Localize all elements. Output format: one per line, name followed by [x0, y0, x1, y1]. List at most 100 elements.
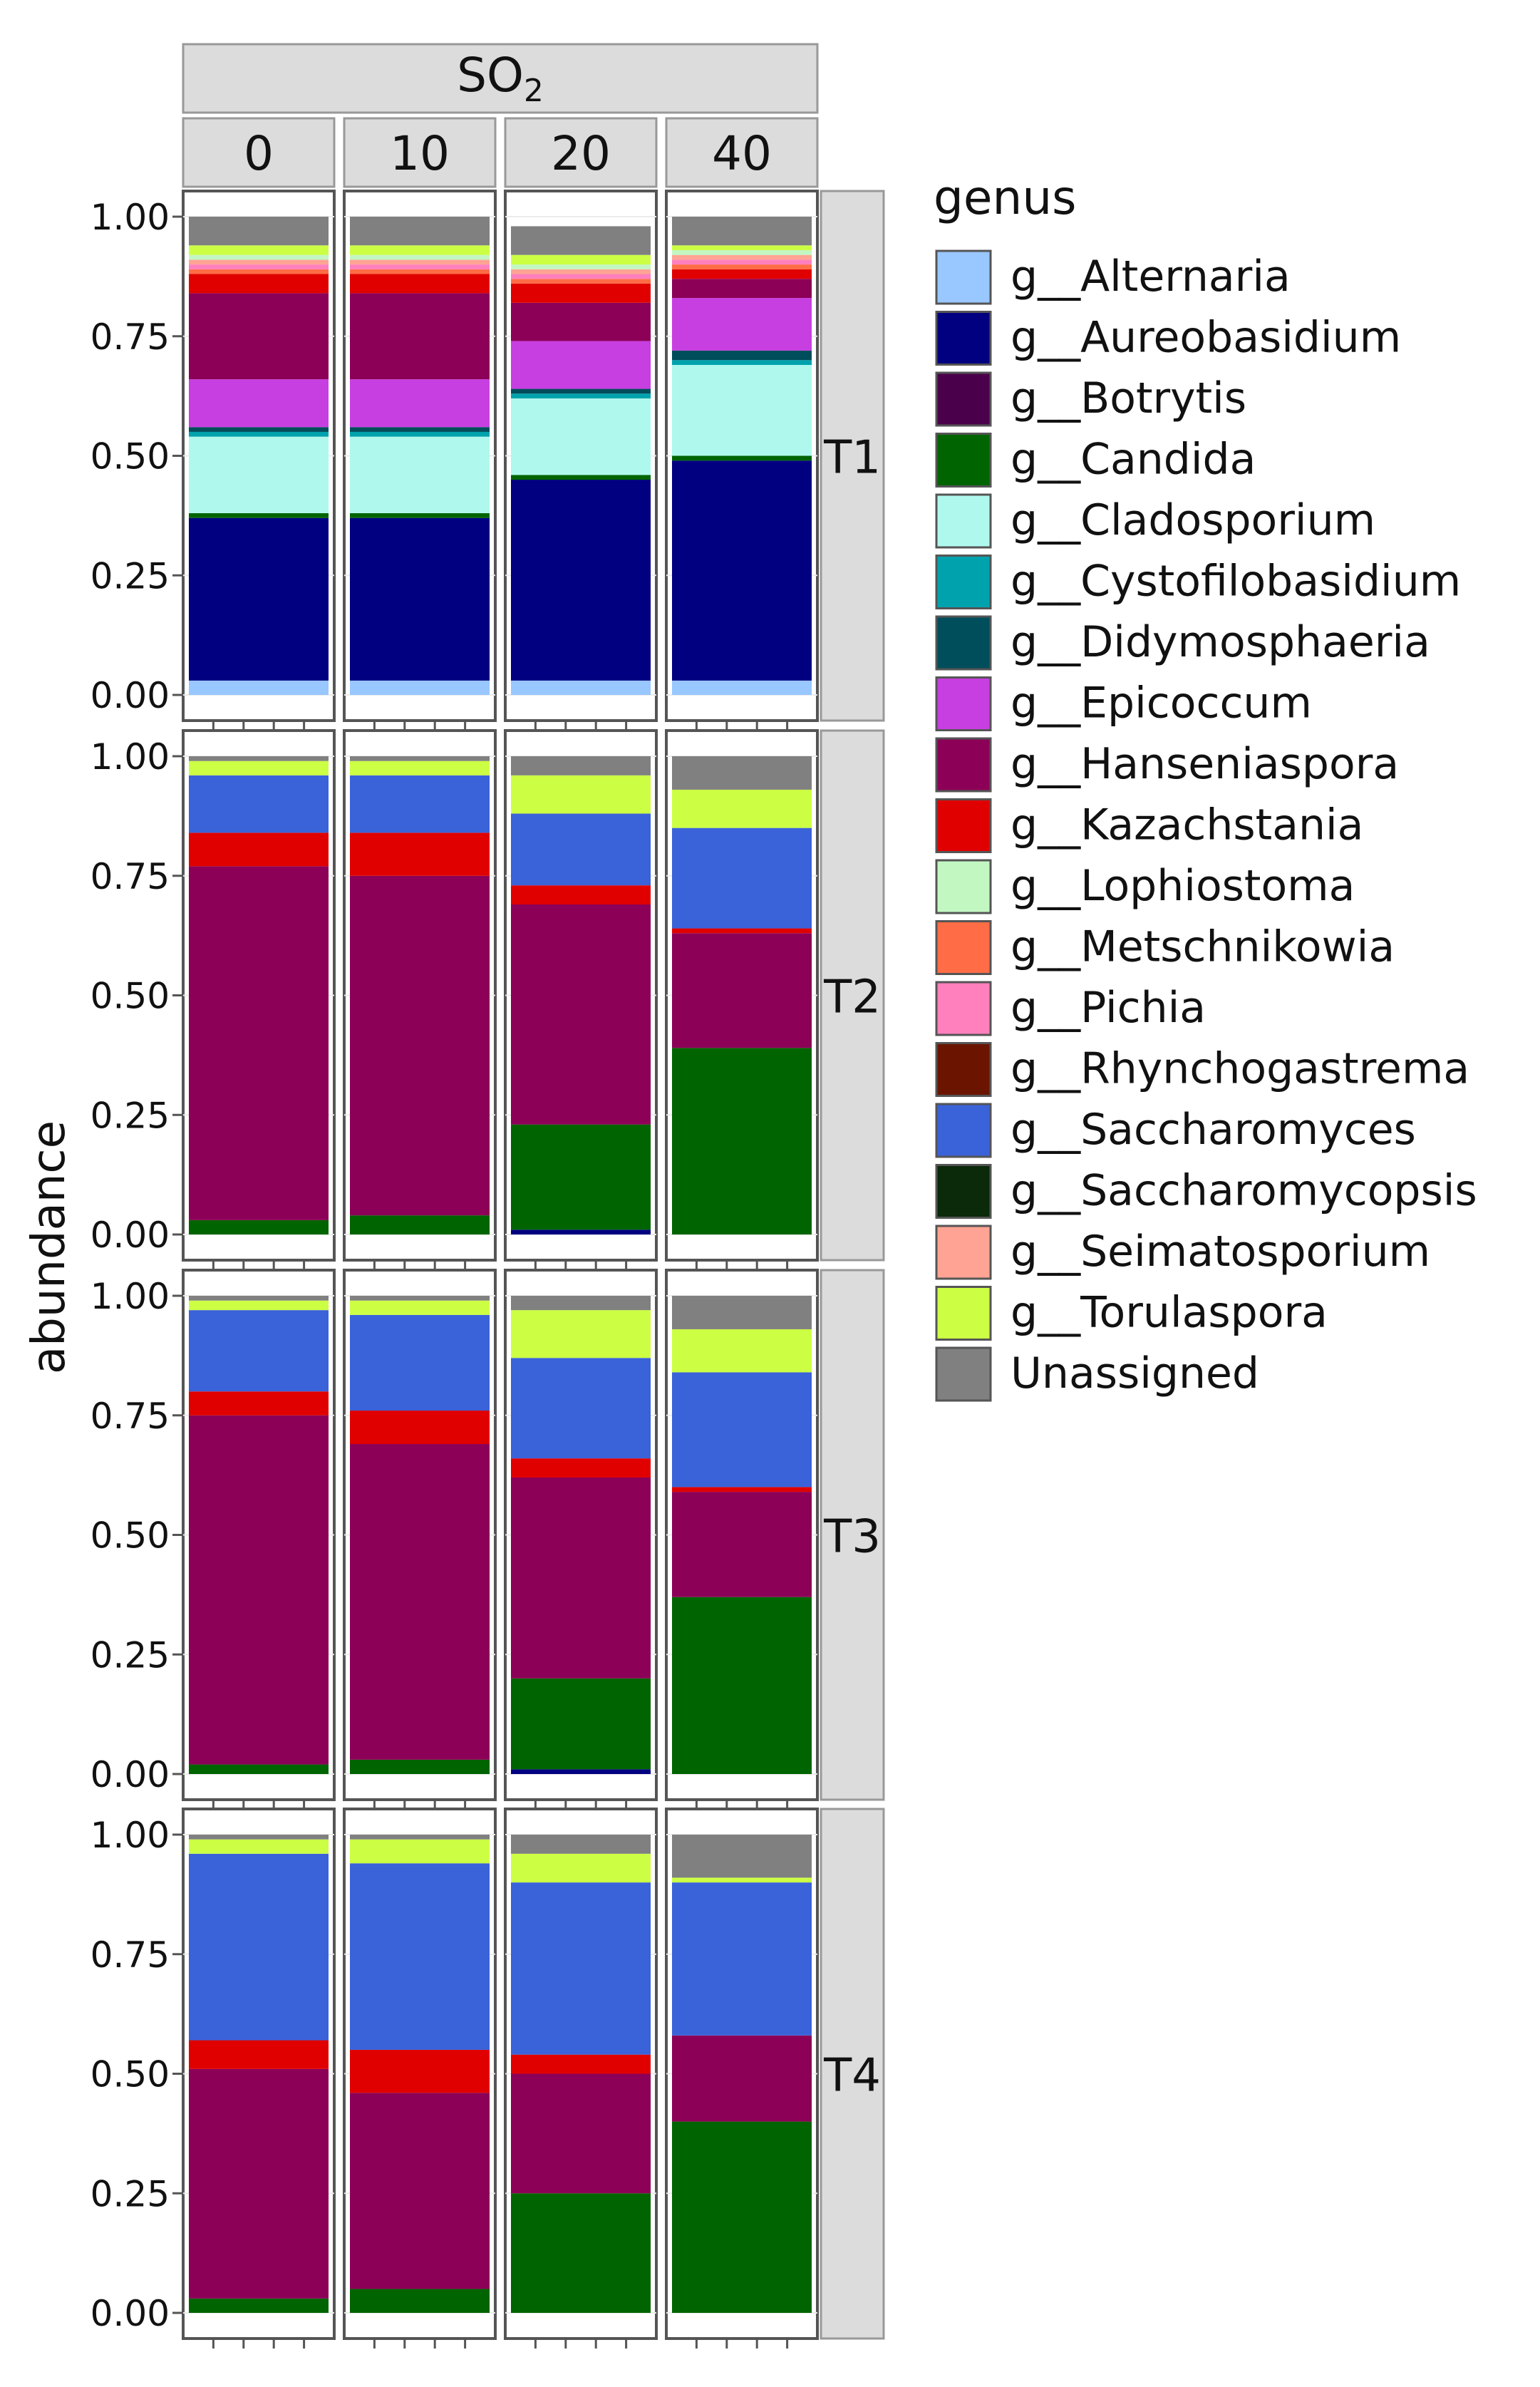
y-tick-label: 1.00	[91, 1815, 170, 1856]
bar-segment	[511, 1678, 651, 1770]
bar-segment	[672, 828, 812, 929]
bar-segment	[672, 460, 812, 681]
legend-item: g__Seimatosporium	[935, 1225, 1430, 1280]
legend-swatch	[935, 920, 992, 975]
panel	[665, 190, 819, 731]
bar-segment	[511, 279, 651, 284]
bar-segment	[511, 775, 651, 814]
facet-strip-row-label: T3	[823, 1511, 881, 1564]
bar-segment	[189, 274, 329, 294]
panel	[504, 729, 658, 1270]
bar-segment	[350, 761, 490, 775]
panel	[504, 1808, 658, 2349]
bar-segment	[511, 1296, 651, 1311]
bar-segment	[672, 254, 812, 260]
bar-segment	[672, 789, 812, 828]
facet-strip-col-label: 40	[712, 126, 772, 181]
bar-segment	[672, 455, 812, 461]
bar-segment	[672, 360, 812, 366]
bar-segment	[511, 904, 651, 1125]
bar-segment	[189, 431, 329, 437]
legend-label: g__Botrytis	[1011, 373, 1246, 423]
bar-segment	[672, 1296, 812, 1329]
y-axis-title: abundance	[23, 1120, 76, 1374]
y-tick-label: 0.25	[91, 1095, 170, 1136]
facet-panels: 0 10 20 40 T1 0.00 0.25 0.50 0.75 1.00 T2 0.00 0.25 0…	[91, 117, 885, 2349]
panel	[665, 1269, 819, 1810]
legend-swatch	[935, 555, 992, 609]
panel	[665, 729, 819, 1270]
bar-segment	[350, 1300, 490, 1315]
bar-segment	[511, 264, 651, 269]
y-tick-label: 0.25	[91, 1634, 170, 1676]
bar-segment	[511, 398, 651, 475]
legend-label: g__Saccharomycopsis	[1011, 1166, 1477, 1216]
legend-swatch	[935, 859, 992, 914]
facet-strip-col: 40	[665, 117, 819, 188]
bar-segment	[511, 1358, 651, 1459]
legend-label: g__Metschnikowia	[1011, 922, 1395, 972]
y-tick-label: 0.75	[91, 1934, 170, 1976]
bar-segment	[672, 756, 812, 790]
bar-segment	[672, 1877, 812, 1883]
legend-swatch	[935, 311, 992, 366]
legend-item: g__Cystofilobasidium	[935, 555, 1461, 609]
bar-segment	[189, 2068, 329, 2299]
facet-strip-row-label: T2	[823, 971, 881, 1024]
bar-segment	[511, 269, 651, 274]
bar-segment	[511, 813, 651, 886]
bar-segment	[189, 517, 329, 681]
bar-segment	[350, 269, 490, 274]
bar-segment	[350, 1863, 490, 2050]
bar-segment	[672, 680, 812, 695]
facet-strip-row-label: T1	[823, 432, 881, 485]
bar-segment	[672, 298, 812, 351]
bar-segment	[350, 1411, 490, 1445]
legend-label: g__Cystofilobasidium	[1011, 557, 1461, 607]
bar-segment	[511, 1835, 651, 1854]
facet-strip-col: 20	[504, 117, 658, 188]
legend-label: g__Seimatosporium	[1011, 1227, 1430, 1277]
bar-segment	[350, 264, 490, 269]
bar-segment	[672, 1492, 812, 1597]
bar-segment	[511, 1477, 651, 1679]
bar-segment	[511, 393, 651, 398]
bar-segment	[511, 480, 651, 681]
bar-segment	[511, 756, 651, 775]
bar-segment	[189, 680, 329, 695]
legend-swatch	[935, 1225, 992, 1280]
bar-segment	[511, 1124, 651, 1230]
legend-swatch	[935, 433, 992, 488]
legend-label: g__Hanseniaspora	[1011, 739, 1399, 789]
legend-label: g__Kazachstania	[1011, 800, 1363, 850]
bar-segment	[350, 832, 490, 876]
bar-segment	[350, 293, 490, 380]
bar-segment	[350, 517, 490, 681]
bar-segment	[350, 875, 490, 1216]
y-tick-label: 0.25	[91, 2173, 170, 2215]
bar-segment	[672, 350, 812, 361]
legend-label: Unassigned	[1011, 1349, 1259, 1398]
legend: g__Alternaria g__Aureobasidium g__Botrytis…	[935, 249, 1477, 1402]
y-tick-label: 0.00	[91, 1215, 170, 1256]
bar-segment	[350, 1759, 490, 1774]
legend-item: g__Metschnikowia	[935, 920, 1395, 975]
bar-segment	[672, 2035, 812, 2122]
panel	[504, 1269, 658, 1810]
bar-segment	[350, 427, 490, 432]
bar-segment	[672, 259, 812, 265]
bar-segment	[189, 264, 329, 269]
y-tick-label: 0.50	[91, 436, 170, 478]
y-tick-label: 0.00	[91, 675, 170, 716]
bar-segment	[189, 1296, 329, 1301]
bar-segment	[350, 756, 490, 761]
legend-swatch	[935, 737, 992, 793]
panel	[182, 1808, 336, 2349]
bar-segment	[350, 1215, 490, 1234]
bar-segment	[189, 1300, 329, 1311]
y-tick-label: 0.00	[91, 1754, 170, 1795]
bar-segment	[189, 1764, 329, 1774]
bar-segment	[672, 245, 812, 250]
panel	[343, 1269, 497, 1810]
legend-item: g__Saccharomycopsis	[935, 1164, 1477, 1219]
